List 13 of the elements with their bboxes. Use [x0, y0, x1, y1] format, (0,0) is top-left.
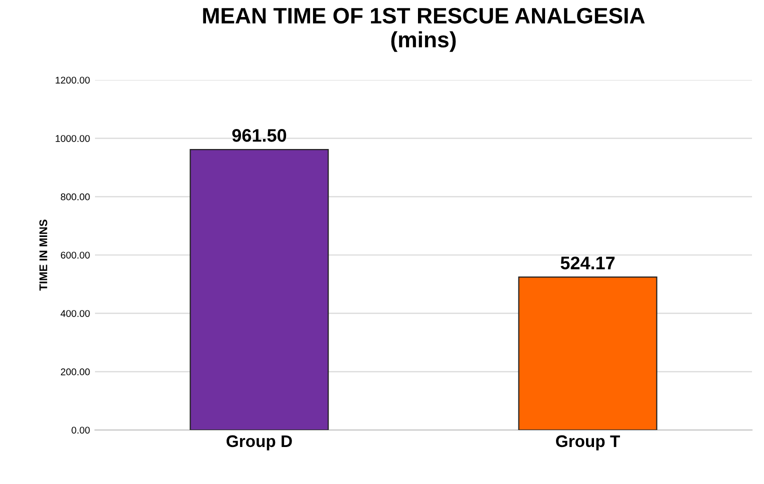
y-tick-label: 400.00 — [60, 310, 90, 317]
data-label: 961.50 — [232, 129, 286, 142]
y-tick-label: 800.00 — [60, 193, 90, 200]
y-tick-label: 1200.00 — [56, 76, 90, 84]
y-tick-label: 600.00 — [60, 252, 90, 259]
y-tick-label: 1000.00 — [56, 135, 90, 142]
x-tick-label: Group D — [226, 435, 292, 450]
y-axis-title: TIME IN MINS — [39, 220, 48, 291]
x-tick-label: Group T — [556, 435, 620, 450]
chart-title: MEAN TIME OF 1ST RESCUE ANALGESIA (mins) — [203, 8, 645, 52]
y-tick-label: 0.00 — [72, 426, 90, 434]
data-label: 524.17 — [560, 256, 615, 270]
y-tick-label: 200.00 — [60, 368, 90, 376]
